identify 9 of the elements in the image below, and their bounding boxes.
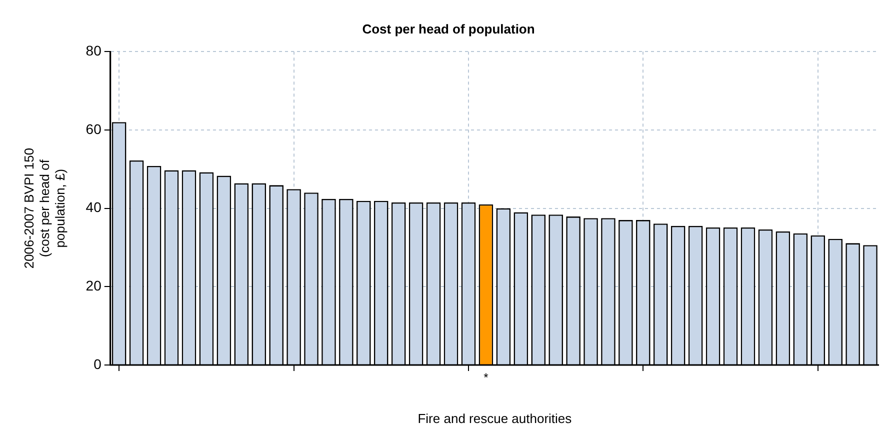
x-axis-title: Fire and rescue authorities: [418, 410, 572, 426]
y-tick-label: 40: [86, 199, 102, 216]
x-tick-label: *: [484, 370, 489, 385]
y-tick-label: 20: [86, 278, 102, 294]
chart-title: Cost per head of population: [362, 21, 535, 36]
y-axis-title: 2006-2007 BVPI 150 (cost per head of population, £): [21, 148, 68, 269]
y-tick-label: 80: [86, 42, 102, 58]
y-tick-label: 0: [94, 356, 102, 372]
y-tick-label: 60: [86, 120, 102, 137]
